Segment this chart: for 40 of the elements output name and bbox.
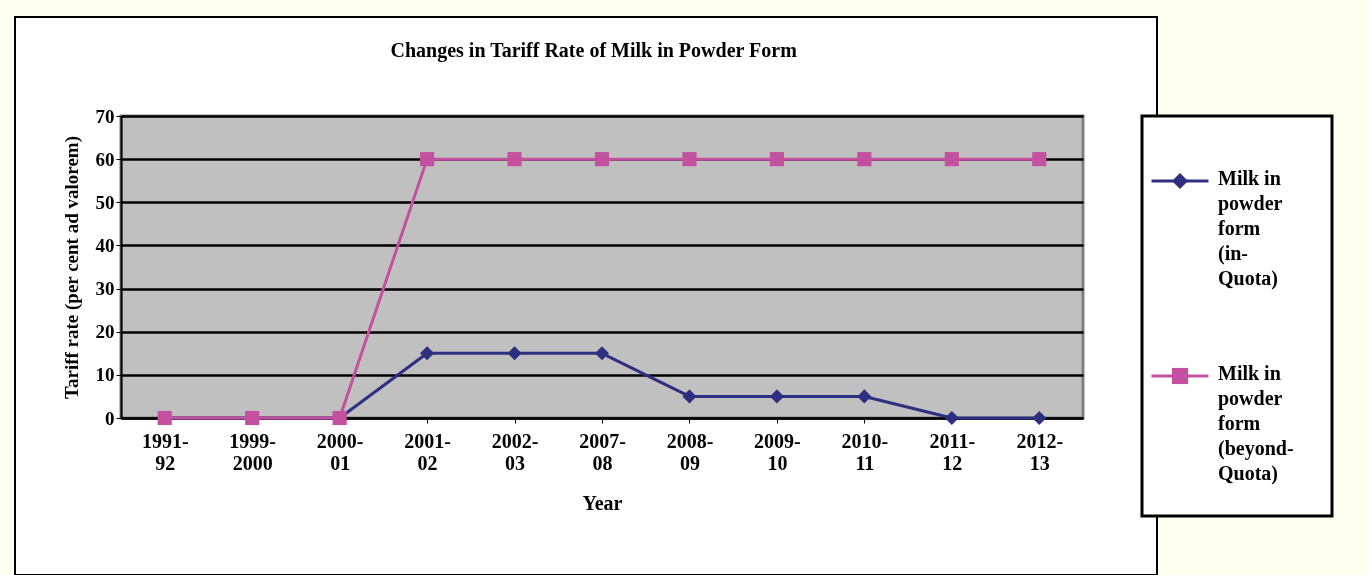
point	[769, 152, 784, 167]
legend-label: Milk in powder form (in-Quota)	[1218, 167, 1283, 290]
x-tick-label: 2001-02	[404, 429, 451, 474]
legend-label: Milk in powder form (beyond-Quota)	[1218, 362, 1294, 485]
x-tick-label: 2010-11	[841, 429, 889, 474]
x-tick-label: 2012-13	[1016, 429, 1064, 474]
chart-title: Changes in Tariff Rate of Milk in Powder Form	[390, 38, 798, 62]
x-tick-label: 2011-12	[929, 429, 976, 474]
y-tick-label: 70	[95, 105, 115, 127]
point	[944, 152, 959, 167]
point	[769, 389, 784, 404]
point	[420, 152, 435, 167]
point	[857, 152, 872, 167]
y-tick-label: 30	[95, 278, 115, 300]
y-tick-label: 20	[95, 321, 115, 343]
y-tick-label: 40	[95, 234, 115, 256]
y-tick-label: 60	[95, 148, 115, 170]
x-tick-label: 2009-10	[754, 429, 801, 474]
point	[594, 152, 610, 167]
y-axis-title: Tariff rate (per cent ad valorem)	[60, 136, 83, 399]
y-tick-label: 10	[95, 364, 115, 386]
point	[1032, 152, 1047, 167]
x-tick-label: 2000-01	[316, 429, 364, 474]
point	[682, 152, 697, 167]
x-tick-label: 2002-03	[491, 429, 539, 474]
x-axis-title: Year	[582, 491, 623, 514]
point	[420, 346, 435, 361]
point	[594, 346, 610, 361]
point	[944, 410, 959, 426]
y-tick-label: 50	[95, 191, 115, 213]
x-tick-label: 1991-92	[141, 429, 189, 474]
x-tick-label: 2008-09	[666, 429, 714, 474]
point	[507, 346, 522, 361]
point	[682, 389, 697, 404]
point	[857, 389, 872, 404]
x-tick-label: 2007-08	[579, 429, 626, 474]
y-tick-label: 0	[105, 407, 115, 429]
point	[1032, 410, 1047, 426]
point	[507, 152, 522, 167]
x-tick-label: 1999-2000	[229, 429, 277, 474]
